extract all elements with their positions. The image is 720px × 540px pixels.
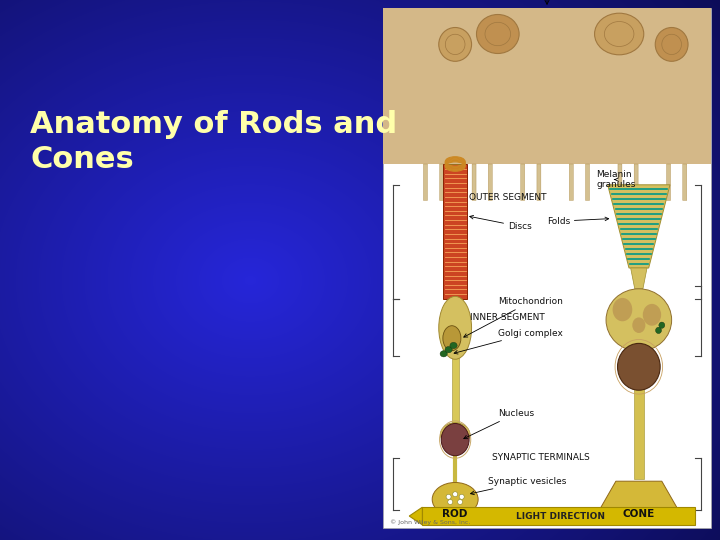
Ellipse shape (445, 347, 452, 353)
Ellipse shape (659, 322, 665, 328)
FancyBboxPatch shape (585, 164, 590, 200)
Ellipse shape (655, 28, 688, 62)
FancyBboxPatch shape (667, 164, 670, 200)
Ellipse shape (443, 326, 461, 350)
Ellipse shape (613, 298, 632, 321)
Text: Discs: Discs (469, 215, 531, 231)
Ellipse shape (632, 318, 645, 333)
Ellipse shape (450, 342, 457, 349)
Ellipse shape (438, 28, 472, 62)
Text: SYNAPTIC TERMINALS: SYNAPTIC TERMINALS (492, 453, 589, 462)
Ellipse shape (440, 350, 447, 357)
FancyBboxPatch shape (472, 164, 476, 200)
Text: Anatomy of Rods and
Cones: Anatomy of Rods and Cones (30, 110, 397, 174)
Text: INNER SEGMENT: INNER SEGMENT (470, 313, 545, 322)
Text: ROD: ROD (443, 509, 468, 519)
Ellipse shape (441, 423, 469, 456)
Polygon shape (409, 507, 423, 525)
Ellipse shape (606, 289, 672, 351)
Ellipse shape (595, 13, 644, 55)
Ellipse shape (656, 327, 662, 334)
FancyBboxPatch shape (423, 507, 695, 525)
Ellipse shape (477, 15, 519, 53)
FancyBboxPatch shape (383, 8, 711, 528)
Circle shape (446, 494, 451, 500)
Polygon shape (600, 481, 678, 510)
FancyBboxPatch shape (521, 164, 525, 200)
FancyBboxPatch shape (488, 164, 492, 200)
FancyBboxPatch shape (383, 8, 711, 164)
Ellipse shape (618, 343, 660, 390)
Circle shape (458, 500, 462, 504)
Circle shape (448, 500, 453, 504)
Text: Nucleus: Nucleus (464, 409, 534, 438)
Circle shape (459, 494, 464, 500)
FancyBboxPatch shape (423, 164, 428, 200)
Ellipse shape (432, 483, 478, 516)
Ellipse shape (643, 304, 661, 326)
FancyBboxPatch shape (440, 164, 444, 200)
FancyBboxPatch shape (683, 164, 687, 200)
Ellipse shape (438, 296, 472, 359)
FancyBboxPatch shape (443, 164, 467, 299)
FancyBboxPatch shape (618, 164, 622, 200)
FancyBboxPatch shape (634, 164, 638, 200)
FancyBboxPatch shape (537, 164, 541, 200)
Ellipse shape (441, 423, 470, 446)
Text: © John Wiley & Sons, Inc.: © John Wiley & Sons, Inc. (390, 520, 470, 525)
Circle shape (453, 492, 458, 497)
Text: CONE: CONE (623, 509, 655, 519)
FancyBboxPatch shape (570, 164, 573, 200)
Polygon shape (631, 268, 647, 289)
Text: Golgi complex: Golgi complex (454, 328, 562, 354)
FancyBboxPatch shape (451, 356, 459, 424)
Text: Synaptic vesicles: Synaptic vesicles (471, 477, 567, 495)
Text: Mitochondrion: Mitochondrion (464, 298, 562, 337)
Polygon shape (608, 185, 670, 268)
Text: Melanin
granules: Melanin granules (596, 170, 636, 190)
Text: Folds: Folds (547, 217, 608, 226)
Text: OUTER SEGMENT: OUTER SEGMENT (469, 193, 546, 202)
FancyBboxPatch shape (634, 354, 644, 478)
Text: LIGHT DIRECTION: LIGHT DIRECTION (516, 511, 605, 521)
